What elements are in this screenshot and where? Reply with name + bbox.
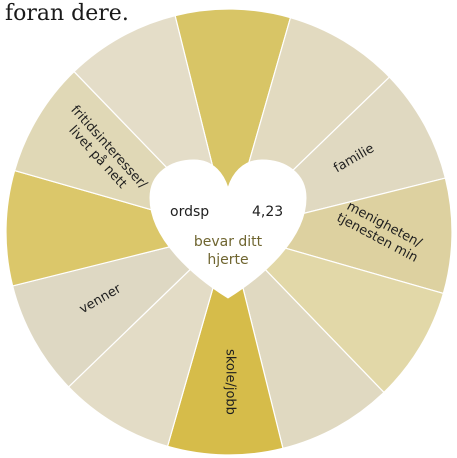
heart-shape xyxy=(149,159,307,299)
intro-text-fragment: foran dere. xyxy=(5,1,129,26)
heart-caption-line-1: bevar ditt xyxy=(194,234,263,250)
segment-9 xyxy=(11,230,232,388)
segment-4 xyxy=(226,177,453,295)
segment-5 xyxy=(227,230,445,394)
heart-caption-line-2: hjerte xyxy=(207,252,248,268)
heart-center: ordsp 4,23 bevar ditt hjerte xyxy=(149,159,307,299)
segment-7 xyxy=(166,229,284,456)
segment-8 xyxy=(67,230,231,448)
heart-left-text: ordsp xyxy=(170,204,209,220)
segment-1 xyxy=(174,8,292,235)
segment-10 xyxy=(5,169,232,287)
segment-7-label-line-1: skole/jobb xyxy=(222,349,237,415)
segment-7-label: skole/jobb xyxy=(222,349,237,415)
heart-right-text: 4,23 xyxy=(252,204,283,220)
segment-6 xyxy=(227,229,385,450)
